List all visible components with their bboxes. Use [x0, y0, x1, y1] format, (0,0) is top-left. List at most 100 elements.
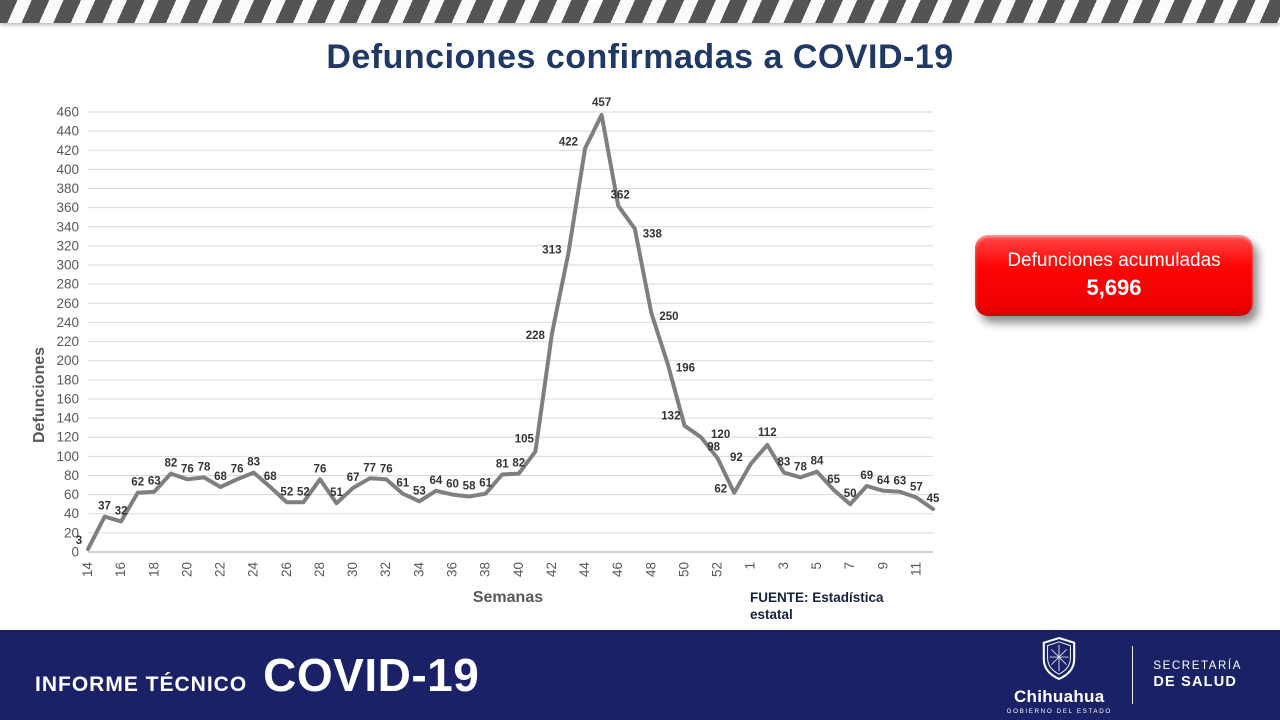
page-title: Defunciones confirmadas a COVID-19 [326, 38, 954, 76]
svg-text:160: 160 [56, 391, 79, 406]
hazard-stripe-banner [0, 0, 1280, 23]
svg-text:18: 18 [146, 562, 161, 577]
svg-text:9: 9 [875, 562, 890, 570]
svg-text:400: 400 [56, 162, 79, 177]
footer-titles: INFORME TÉCNICO COVID-19 [35, 648, 479, 702]
svg-text:62: 62 [714, 484, 727, 496]
svg-text:61: 61 [396, 478, 409, 490]
svg-text:26: 26 [279, 562, 294, 577]
footer-bar: INFORME TÉCNICO COVID-19 Chihuahua GOBIE… [0, 630, 1280, 720]
svg-text:50: 50 [676, 562, 691, 577]
svg-text:196: 196 [676, 363, 695, 375]
svg-text:28: 28 [312, 562, 327, 577]
svg-text:57: 57 [910, 481, 923, 493]
svg-text:20: 20 [179, 562, 194, 577]
svg-text:11: 11 [908, 562, 923, 576]
svg-text:34: 34 [411, 562, 426, 578]
svg-text:36: 36 [445, 562, 460, 577]
svg-text:68: 68 [214, 471, 227, 483]
y-axis-tick-labels: 0 20 40 60 80 100 120 140 160 180 200 220 240 260 280 3… [56, 105, 79, 560]
svg-text:44: 44 [577, 562, 592, 578]
svg-text:76: 76 [314, 463, 327, 475]
svg-text:16: 16 [113, 562, 128, 577]
svg-text:50: 50 [844, 488, 857, 500]
chihuahua-logo: Chihuahua GOBIERNO DEL ESTADO [1007, 636, 1112, 715]
svg-text:32: 32 [378, 562, 393, 577]
svg-text:7: 7 [842, 562, 857, 570]
svg-text:338: 338 [643, 229, 663, 241]
svg-text:120: 120 [56, 430, 79, 445]
svg-text:340: 340 [56, 219, 79, 234]
svg-text:360: 360 [56, 200, 79, 215]
svg-text:78: 78 [794, 461, 807, 473]
svg-text:53: 53 [413, 485, 426, 497]
svg-text:40: 40 [64, 506, 79, 521]
svg-text:240: 240 [56, 315, 79, 330]
svg-text:62: 62 [131, 477, 144, 489]
svg-text:52: 52 [710, 562, 725, 577]
svg-text:78: 78 [198, 461, 211, 473]
svg-text:42: 42 [544, 562, 559, 577]
svg-text:65: 65 [827, 474, 840, 486]
svg-text:313: 313 [542, 245, 561, 257]
svg-text:420: 420 [56, 143, 79, 158]
svg-text:63: 63 [148, 476, 161, 488]
deaths-line-chart: 0 20 40 60 80 100 120 140 160 180 200 220 240 260 280 3… [30, 95, 950, 630]
svg-text:132: 132 [661, 411, 680, 423]
footer-logos: Chihuahua GOBIERNO DEL ESTADO SECRETARÍA… [1007, 636, 1242, 715]
svg-text:300: 300 [56, 258, 79, 273]
svg-text:45: 45 [927, 493, 940, 505]
informe-tecnico-label: INFORME TÉCNICO [35, 673, 248, 696]
source-note: FUENTE: Estadística estatal [750, 590, 884, 622]
svg-text:220: 220 [56, 334, 79, 349]
svg-text:76: 76 [380, 463, 393, 475]
svg-text:81: 81 [496, 459, 509, 471]
svg-text:58: 58 [463, 481, 476, 493]
svg-text:63: 63 [893, 476, 906, 488]
svg-text:83: 83 [777, 457, 790, 469]
svg-text:52: 52 [297, 486, 310, 498]
svg-text:3: 3 [776, 562, 791, 570]
svg-text:92: 92 [730, 452, 743, 464]
svg-text:60: 60 [64, 487, 79, 502]
svg-text:457: 457 [592, 97, 611, 109]
svg-text:64: 64 [430, 475, 443, 487]
gobierno-del-estado-label: GOBIERNO DEL ESTADO [1006, 707, 1112, 715]
svg-text:1: 1 [743, 562, 758, 570]
svg-text:200: 200 [56, 353, 79, 368]
svg-text:76: 76 [181, 463, 194, 475]
svg-text:37: 37 [98, 501, 111, 513]
svg-text:77: 77 [363, 462, 376, 474]
badge-value: 5,696 [1086, 275, 1142, 300]
svg-text:46: 46 [610, 562, 625, 577]
svg-text:32: 32 [115, 505, 128, 517]
svg-text:0: 0 [71, 545, 79, 560]
series-line [86, 112, 935, 552]
svg-text:98: 98 [707, 441, 720, 453]
svg-text:80: 80 [64, 468, 79, 483]
svg-text:51: 51 [330, 487, 343, 499]
svg-text:228: 228 [526, 330, 546, 342]
svg-text:140: 140 [56, 411, 79, 426]
svg-text:60: 60 [446, 479, 459, 491]
svg-text:460: 460 [56, 105, 79, 120]
svg-text:260: 260 [56, 296, 79, 311]
footer-divider [1131, 646, 1134, 704]
svg-text:82: 82 [164, 458, 177, 470]
svg-text:362: 362 [611, 190, 630, 202]
svg-text:84: 84 [811, 456, 824, 468]
svg-text:24: 24 [246, 562, 261, 578]
cumulative-deaths-badge: Defunciones acumuladas 5,696 [975, 235, 1253, 316]
secretaria-de-salud-label: SECRETARÍA DE SALUD [1153, 660, 1242, 690]
svg-text:83: 83 [247, 457, 260, 469]
svg-text:38: 38 [478, 562, 493, 577]
svg-text:120: 120 [711, 429, 730, 441]
badge-label: Defunciones acumuladas [1007, 250, 1221, 271]
svg-text:422: 422 [559, 136, 578, 148]
svg-text:380: 380 [56, 181, 79, 196]
svg-text:67: 67 [347, 472, 360, 484]
svg-text:100: 100 [56, 449, 79, 464]
y-axis-title: Defunciones [31, 347, 48, 443]
svg-text:52: 52 [280, 486, 293, 498]
